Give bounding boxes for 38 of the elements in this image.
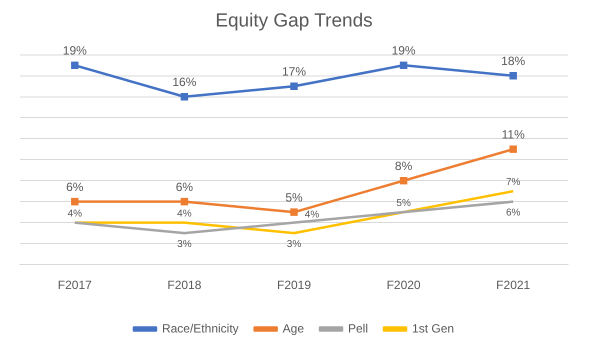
data-label: 4% xyxy=(304,209,320,220)
x-tick-label: F2020 xyxy=(386,278,421,292)
data-label: 6% xyxy=(176,180,194,194)
x-tick-label: F2019 xyxy=(276,278,312,292)
point xyxy=(400,176,408,184)
x-tick-label: F2017 xyxy=(58,278,92,292)
data-label: 19% xyxy=(62,44,88,58)
data-label: 7% xyxy=(506,176,521,188)
legend-label: Race/Ethnicity xyxy=(162,321,239,336)
data-label: 8% xyxy=(394,158,413,173)
point xyxy=(290,82,298,90)
data-label: 3% xyxy=(286,238,302,250)
data-label: 11% xyxy=(502,128,526,142)
data-label: 5% xyxy=(285,190,303,204)
chart-title: Equity Gap Trends xyxy=(215,10,373,32)
point xyxy=(509,72,517,80)
legend-label: 1st Gen xyxy=(412,321,454,336)
data-label: 16% xyxy=(172,75,197,90)
legend-label: Pell xyxy=(348,321,368,336)
data-label: 6% xyxy=(506,207,521,218)
point xyxy=(71,198,79,206)
data-label: 17% xyxy=(282,64,306,79)
point xyxy=(290,208,298,216)
x-tick-label: F2021 xyxy=(496,278,531,292)
point xyxy=(509,145,517,153)
data-label: 19% xyxy=(392,44,416,58)
data-label: 5% xyxy=(396,198,411,209)
data-label: 4% xyxy=(68,208,82,220)
legend-label: Age xyxy=(282,321,304,336)
point xyxy=(71,62,79,70)
point xyxy=(180,198,188,206)
data-label: 3% xyxy=(177,238,192,250)
x-tick-label: F2018 xyxy=(167,278,202,292)
data-label: 4% xyxy=(177,208,192,220)
data-label: 6% xyxy=(66,180,84,194)
data-label: 18% xyxy=(501,54,526,68)
point xyxy=(400,62,408,70)
point xyxy=(180,93,188,100)
